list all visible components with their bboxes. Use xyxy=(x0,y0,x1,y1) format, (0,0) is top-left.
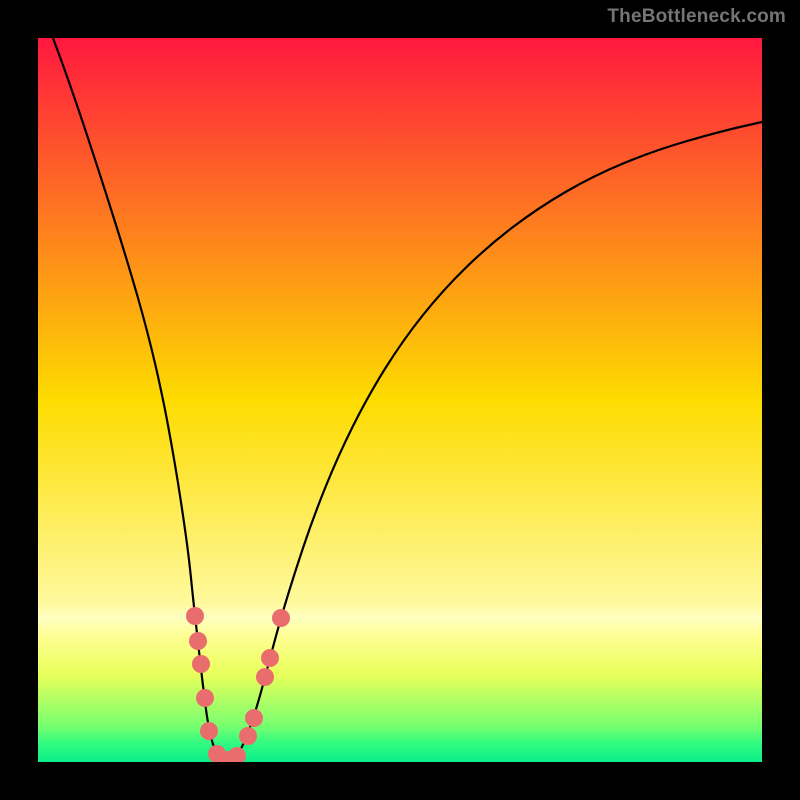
curve-marker xyxy=(196,689,214,707)
watermark-text: TheBottleneck.com xyxy=(607,6,786,28)
curve-marker xyxy=(239,727,257,745)
curve-marker xyxy=(256,668,274,686)
curve-marker xyxy=(261,649,279,667)
chart-svg xyxy=(38,38,762,762)
figure-root: TheBottleneck.com xyxy=(0,0,800,800)
curve-marker xyxy=(200,722,218,740)
curve-marker xyxy=(228,747,246,762)
curve-marker xyxy=(272,609,290,627)
curve-marker xyxy=(189,632,207,650)
curve-marker xyxy=(245,709,263,727)
plot-area xyxy=(38,38,762,762)
curve-marker xyxy=(192,655,210,673)
bottleneck-curve xyxy=(38,38,762,761)
curve-marker xyxy=(186,607,204,625)
